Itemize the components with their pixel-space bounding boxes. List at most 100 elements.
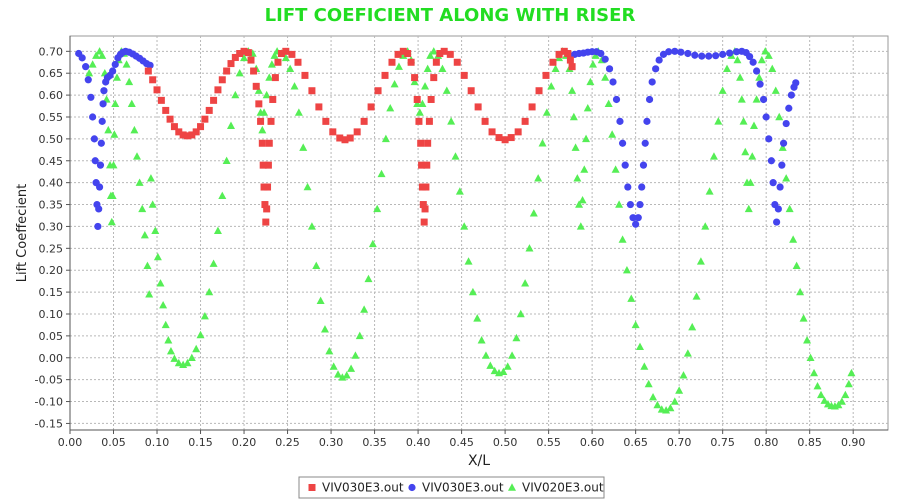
data-point [214,86,222,94]
data-point [844,379,853,388]
x-tick-label: 0.90 [841,436,866,449]
data-point [705,187,714,195]
data-point [785,204,794,213]
data-point [218,191,227,199]
data-point [209,259,218,267]
data-point [250,67,258,75]
data-point [789,235,798,243]
data-point [732,48,741,56]
data-point [244,49,252,57]
legend-marker [508,483,516,491]
data-point [611,165,620,173]
data-point [608,130,617,138]
data-point [719,50,727,58]
y-axis-title: Lift Coeffecient [15,184,30,283]
data-point [407,58,415,66]
data-point [179,131,187,139]
data-point [799,314,808,322]
data-point [841,390,850,399]
data-point [192,344,201,353]
data-point [464,257,473,265]
data-point [631,320,640,329]
data-point [108,191,117,199]
data-point [521,117,529,125]
data-point [109,160,118,169]
legend-label: VIV030E3.out [322,481,404,495]
data-point [267,117,275,125]
data-point [481,351,490,359]
data-point [394,50,402,58]
data-point [709,152,718,160]
data-point [205,106,213,114]
data-point [110,130,119,138]
legend-label: VIV030E3.out [422,481,504,495]
data-point [756,80,764,88]
data-point [597,49,605,58]
data-point [626,200,635,209]
data-point [640,362,649,370]
data-point [164,336,173,344]
data-point [644,379,653,388]
data-point [636,200,644,209]
data-point [810,368,819,377]
data-point [351,351,360,359]
x-tick-label: 0.35 [362,436,387,449]
data-point [368,239,377,248]
x-tick-label: 0.15 [188,436,213,449]
data-point [260,108,269,116]
data-point [420,218,428,226]
x-tick-label: 0.75 [710,436,735,449]
data-point [467,87,475,95]
data-point [247,56,255,64]
data-point [130,125,139,134]
data-point [264,161,272,169]
data-point [419,201,427,209]
data-point [196,330,205,339]
chart-title: LIFT COEFICIENT ALONG WITH RISER [265,5,636,26]
data-point [652,65,660,73]
y-tick-label: 0.35 [39,199,64,212]
data-point [127,99,136,108]
data-point [265,139,273,147]
data-point [85,69,94,77]
data-point [573,174,582,182]
series-group [75,47,856,414]
data-point [415,117,423,125]
data-point [98,51,107,59]
data-point [274,58,282,66]
data-point [569,112,578,121]
data-point [386,104,395,112]
data-point [381,71,389,79]
y-tick-label: 0.20 [39,264,64,277]
y-tick-label: 0.10 [39,308,64,321]
data-point [691,51,699,59]
data-point [675,386,684,394]
data-point [601,55,609,63]
data-point [759,95,768,104]
data-point [192,128,200,136]
data-point [427,95,435,103]
data-point [512,333,521,342]
y-tick-label: 0.00 [39,352,64,365]
data-point [737,95,746,103]
data-point [761,47,770,55]
y-tick-label: 0.65 [39,67,64,80]
data-point [96,161,105,169]
data-point [632,220,640,228]
data-point [413,95,421,103]
data-point [618,235,627,243]
data-point [197,123,205,131]
data-point [423,64,432,73]
data-point [170,123,178,131]
data-point [775,112,784,121]
data-point [684,49,692,58]
data-point [353,128,361,136]
data-point [803,336,812,344]
data-point [231,53,239,61]
data-point [698,52,706,60]
data-point [213,226,222,235]
data-point [447,117,456,125]
data-point [315,103,323,111]
data-point [618,139,627,147]
